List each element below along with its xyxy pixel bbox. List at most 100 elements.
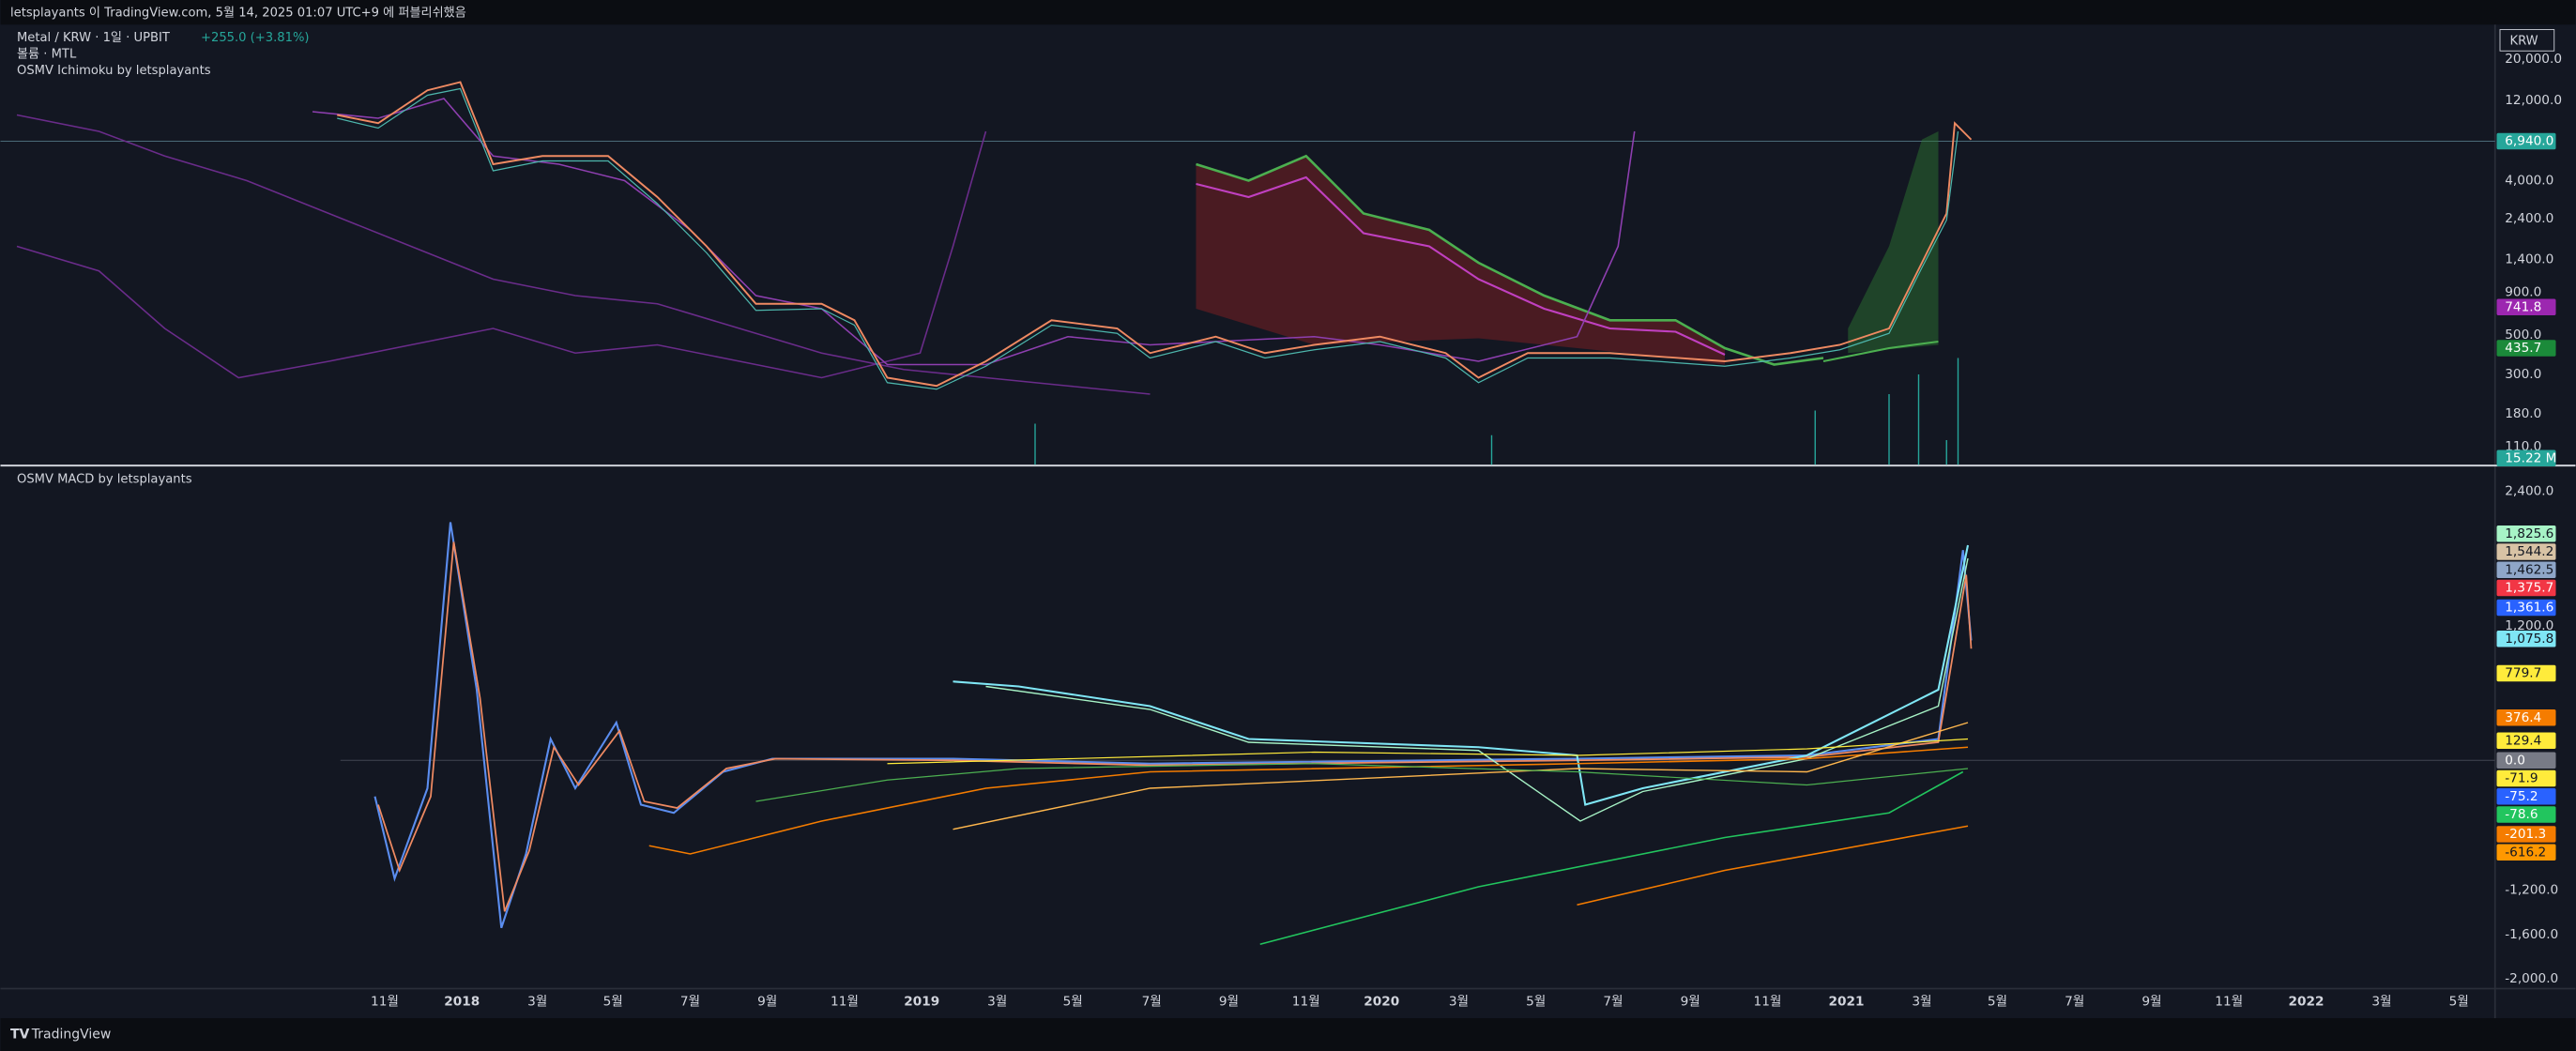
axis-label: 180.0	[2505, 406, 2541, 421]
time-label: 9월	[2142, 995, 2161, 1010]
time-label: 7월	[1603, 995, 1623, 1010]
price-badge	[2496, 752, 2556, 769]
price-badge	[2496, 664, 2556, 682]
time-label: 11월	[1754, 995, 1782, 1010]
time-label: 7월	[1142, 995, 1162, 1010]
price-badge	[2496, 806, 2556, 823]
time-label: 2019	[904, 995, 939, 1010]
badge-label: -75.2	[2505, 789, 2538, 804]
badge-label: 1,361.6	[2505, 601, 2553, 616]
time-label: 9월	[1219, 995, 1239, 1010]
time-label: 2022	[2289, 995, 2324, 1010]
time-label: 5월	[2449, 995, 2469, 1010]
badge-label: 1,075.8	[2505, 632, 2553, 647]
axis-label: -1,600.0	[2505, 927, 2558, 942]
footer-brand: TradingView	[31, 1028, 112, 1043]
time-label: 11월	[831, 995, 859, 1010]
badge-label: -71.9	[2505, 771, 2538, 786]
time-label: 11월	[1292, 995, 1320, 1010]
footer-logo: TV	[10, 1028, 30, 1043]
span-b-line	[1196, 175, 1726, 356]
price-badge	[2496, 826, 2556, 843]
axis-label: 500.0	[2505, 327, 2541, 343]
price-badge	[2496, 298, 2556, 315]
signal-line	[377, 541, 1973, 912]
price-badge	[2496, 599, 2556, 617]
axis-label: 1,200.0	[2505, 618, 2553, 633]
time-label: 5월	[1526, 995, 1546, 1010]
price-badge	[2496, 631, 2556, 647]
ichimoku-cloud	[1196, 156, 1725, 365]
green-line	[1259, 770, 1964, 946]
time-label: 3월	[987, 995, 1007, 1010]
badge-label: 435.7	[2505, 341, 2541, 356]
price-badge	[2496, 579, 2556, 597]
time-label: 9월	[757, 995, 777, 1010]
price-badge	[2496, 769, 2556, 787]
badge-label: 1,375.7	[2505, 581, 2553, 596]
badge-label: -78.6	[2505, 807, 2538, 822]
badge-label: 1,462.5	[2505, 562, 2553, 577]
price-badge	[2496, 132, 2556, 150]
axis-label: 2,400.0	[2505, 211, 2553, 226]
time-label: 7월	[680, 995, 700, 1010]
time-label: 3월	[2371, 995, 2391, 1010]
price-badge	[2496, 844, 2556, 861]
price-badge	[2496, 788, 2556, 805]
price-line	[337, 81, 1973, 388]
price-badge	[2496, 732, 2556, 749]
axis-label: 900.0	[2505, 285, 2541, 300]
badge-label: 129.4	[2505, 733, 2541, 748]
mint-line	[985, 557, 1969, 822]
axis-label: 20,000.0	[2505, 52, 2562, 67]
axis-label: -2,000.0	[2505, 971, 2558, 986]
badge-label: -201.3	[2505, 827, 2546, 842]
volume-label: 볼륨 · MTL	[17, 46, 77, 61]
ichimoku-label: OSMV Ichimoku by letsplayants	[17, 64, 211, 78]
time-label: 5월	[1988, 995, 2007, 1010]
axis-label: 2,400.0	[2505, 483, 2553, 498]
span-a-line	[1196, 154, 1824, 366]
amber-line	[953, 722, 1969, 830]
currency-box[interactable]	[2499, 29, 2555, 52]
time-label: 3월	[527, 995, 547, 1010]
time-label: 11월	[2215, 995, 2243, 1010]
badge-label: 1,825.6	[2505, 526, 2553, 541]
time-label: 2018	[444, 995, 480, 1010]
olive-line	[755, 763, 1969, 802]
orange-low-line	[648, 746, 1969, 855]
axis-label: 12,000.0	[2505, 93, 2562, 108]
badge-label: 741.8	[2505, 299, 2541, 314]
time-label: 3월	[1912, 995, 1931, 1010]
volume-bars	[1034, 358, 1959, 465]
axis-label: 1,400.0	[2505, 252, 2553, 267]
symbol-label: Metal / KRW · 1일 · UPBIT	[17, 30, 171, 45]
axis-label: -1,200.0	[2505, 883, 2558, 898]
publish-text: letsplayants 이 TradingView.com, 5월 14, 2…	[10, 6, 466, 21]
orange-line	[1577, 825, 1969, 906]
badge-label: 779.7	[2505, 666, 2541, 681]
badge-label: 1,544.2	[2505, 544, 2553, 559]
conversion-line	[312, 98, 1636, 366]
time-label: 9월	[1681, 995, 1700, 1010]
price-badge	[2496, 709, 2556, 726]
currency-label: KRW	[2510, 34, 2538, 48]
time-label: 7월	[2065, 995, 2084, 1010]
badge-label: -616.2	[2505, 845, 2546, 860]
badge-label: 6,940.0	[2505, 134, 2553, 149]
time-label: 5월	[603, 995, 623, 1010]
badge-label: 0.0	[2505, 753, 2525, 768]
yellow-line	[887, 738, 1969, 765]
cloud-base	[1822, 340, 1939, 363]
footer-bar	[0, 1018, 2576, 1051]
purple-line	[16, 130, 987, 379]
price-badge	[2496, 449, 2556, 466]
time-label: 3월	[1449, 995, 1469, 1010]
macd-label: OSMV MACD by letsplayants	[17, 473, 192, 487]
bull-cloud	[1848, 131, 1939, 354]
price-badge	[2496, 340, 2556, 357]
change-label: +255.0 (+3.81%)	[201, 31, 310, 45]
